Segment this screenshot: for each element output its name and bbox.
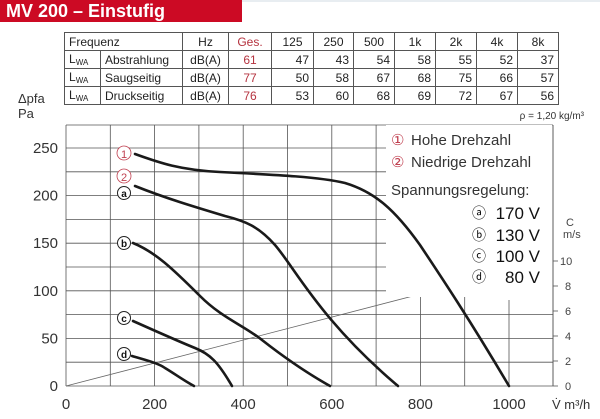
density-note: ρ = 1,20 kg/m³ (519, 111, 584, 122)
svg-text:C: C (566, 217, 574, 229)
sound-power-table: Frequenz Hz Ges. 125 250 500 1k 2k 4k 8k… (64, 32, 559, 105)
row-label: Abstrahlung (100, 50, 183, 69)
svg-text:0: 0 (62, 396, 70, 413)
svg-text:100: 100 (33, 283, 58, 300)
y-axis-title: Δpfa Pa (18, 91, 46, 121)
curve-a-170v (133, 184, 400, 388)
title-divider (242, 0, 600, 2)
marker-b: b (121, 239, 127, 250)
legend-marker-2: ② (391, 154, 404, 171)
curve-b-130v (131, 241, 332, 388)
legend-label-100v: 100 V (496, 247, 541, 266)
svg-text:4: 4 (565, 331, 571, 343)
y-axis-labels: 0 50 100 150 200 250 (33, 140, 58, 395)
table-row: LWA Abstrahlung dB(A) 61 47 43 54 58 55 … (64, 50, 559, 69)
value-cell: 37 (517, 50, 559, 69)
curve-markers: 1 2 a b c d (116, 145, 132, 361)
right-axis-ticks (553, 260, 558, 387)
header-500: 500 (353, 32, 395, 51)
unit-cell: dB(A) (182, 86, 229, 105)
marker-1: 1 (121, 149, 127, 161)
legend-label-130v: 130 V (496, 226, 541, 245)
legend-panel (386, 125, 552, 297)
value-cell: 68 (353, 86, 395, 105)
marker-a: a (121, 189, 127, 200)
svg-text:250: 250 (33, 140, 58, 157)
svg-text:10: 10 (560, 256, 572, 268)
legend-marker-a: ⓐ (472, 205, 486, 221)
svg-text:Pa: Pa (18, 106, 35, 121)
fan-curves (130, 152, 511, 388)
svg-text:150: 150 (33, 235, 58, 252)
curve-d-80v (130, 354, 196, 388)
svg-text:0: 0 (50, 378, 58, 395)
header-4k: 4k (476, 32, 518, 51)
svg-text:1000: 1000 (492, 396, 525, 413)
table-row: LWA Druckseitig dB(A) 76 53 60 68 69 72 … (64, 86, 559, 105)
svg-text:2: 2 (565, 356, 571, 368)
curve-c-100v (131, 319, 234, 388)
marker-d: d (121, 350, 127, 361)
svg-text:m/s: m/s (563, 229, 581, 241)
svg-text:400: 400 (231, 396, 256, 413)
legend-label-80v: 80 V (505, 268, 541, 287)
legend-marker-c: ⓒ (472, 248, 486, 264)
legend-marker-b: ⓑ (472, 227, 486, 243)
right-axis-labels: 0 2 4 6 8 10 C m/s (560, 217, 581, 393)
legend-label-low-speed: Niedrige Drehzahl (411, 154, 531, 171)
marker-2: 2 (121, 172, 127, 184)
value-cell: 60 (313, 86, 354, 105)
svg-text:Δpfa: Δpfa (18, 91, 46, 106)
header-hz: Hz (182, 32, 229, 51)
page-title: MV 200 – Einstufig (0, 0, 242, 22)
legend-marker-d: ⓓ (472, 269, 486, 285)
row-label: Saugseitig (100, 68, 183, 87)
curve-1-high-speed (133, 152, 511, 388)
legend-marker-1: ① (391, 132, 404, 149)
x-axis-title: V̇ m³/h (552, 397, 590, 412)
value-cell: 72 (435, 86, 477, 105)
value-cell: 69 (394, 86, 436, 105)
svg-text:600: 600 (319, 396, 344, 413)
legend: ① Hohe Drehzahl ② Niedrige Drehzahl Span… (391, 132, 541, 287)
svg-text:0: 0 (565, 381, 571, 393)
value-cell: 56 (517, 86, 559, 105)
x-axis-labels: 0 200 400 600 800 1000 (62, 396, 526, 413)
svg-text:200: 200 (33, 188, 58, 205)
svg-text:800: 800 (408, 396, 433, 413)
legend-label-high-speed: Hohe Drehzahl (411, 132, 511, 149)
legend-voltage-title: Spannungsregelung: (391, 182, 529, 199)
table-header-row: Frequenz Hz Ges. 125 250 500 1k 2k 4k 8k (64, 32, 559, 51)
svg-text:8: 8 (565, 281, 571, 293)
value-cell: 67 (476, 86, 518, 105)
velocity-line (65, 281, 468, 387)
svg-text:50: 50 (41, 330, 58, 347)
legend-label-170v: 170 V (496, 204, 541, 223)
marker-c: c (121, 314, 127, 325)
svg-text:200: 200 (142, 396, 167, 413)
row-label: Druckseitig (100, 86, 183, 105)
svg-text:6: 6 (565, 306, 571, 318)
